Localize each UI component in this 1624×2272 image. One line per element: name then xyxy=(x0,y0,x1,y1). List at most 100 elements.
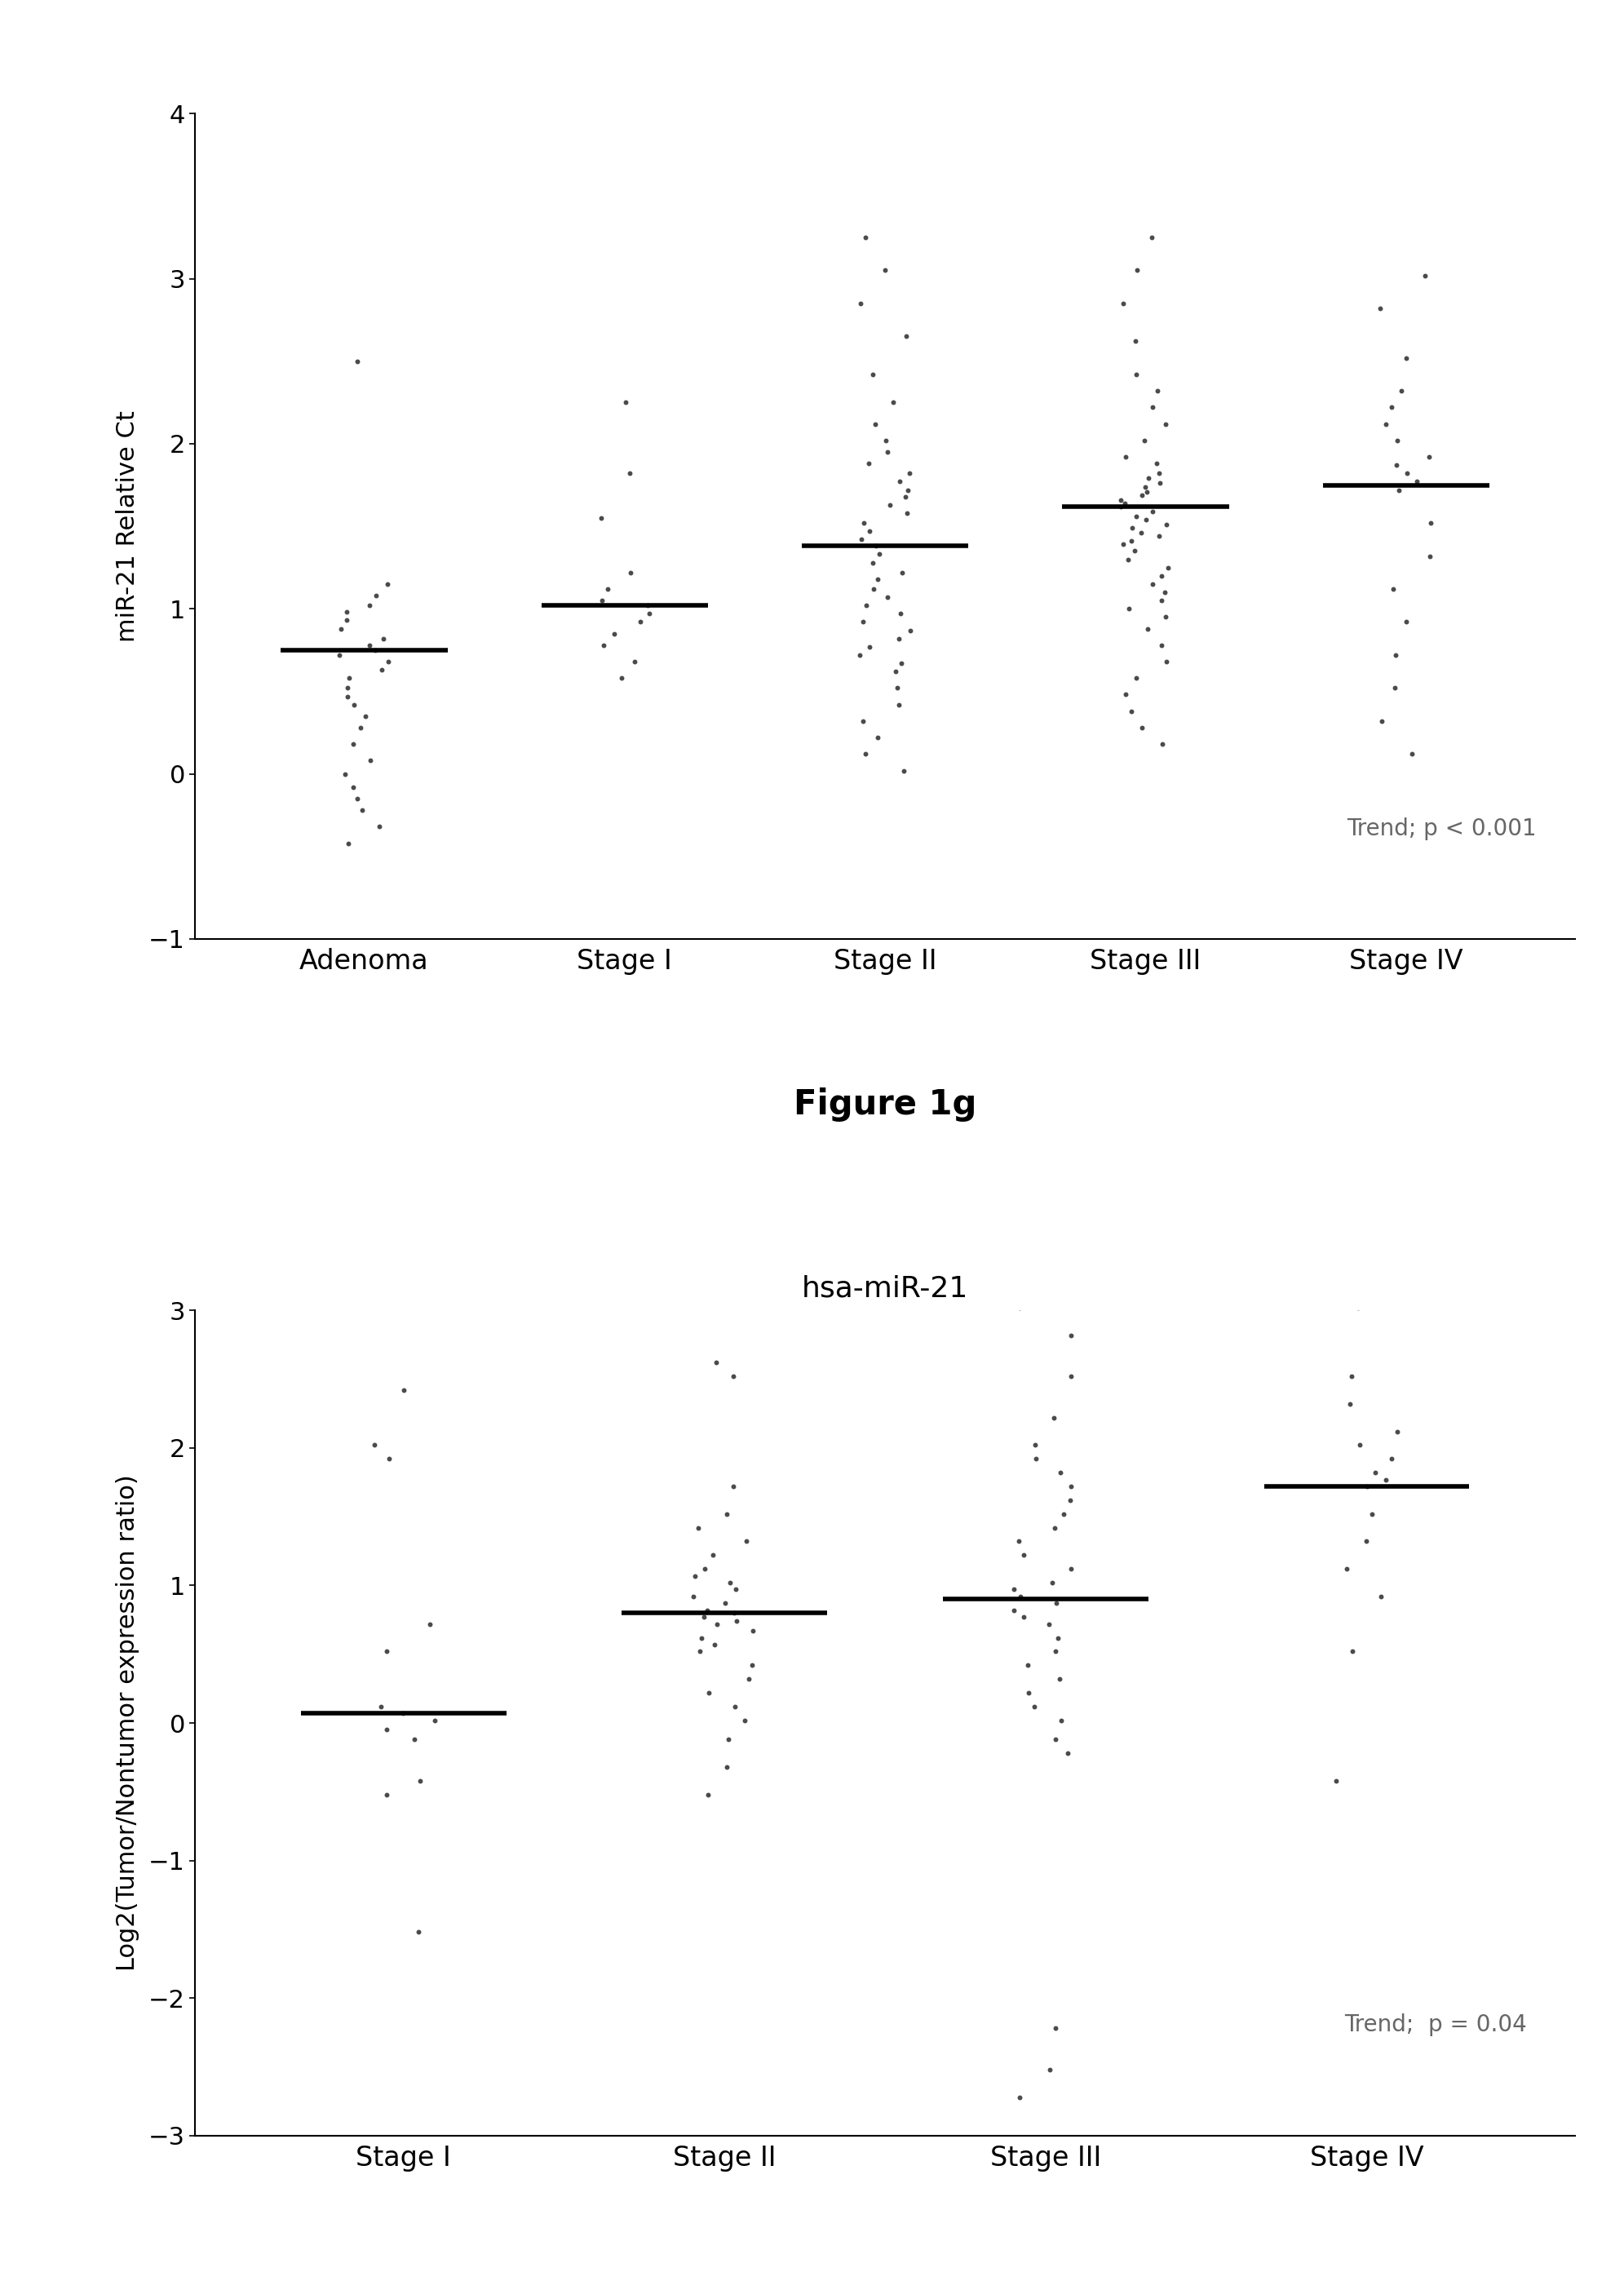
Point xyxy=(861,570,887,607)
Point xyxy=(1132,468,1158,504)
Point xyxy=(333,757,359,793)
Point xyxy=(1393,454,1419,491)
Point xyxy=(739,1613,765,1649)
Point xyxy=(374,1634,400,1670)
Point xyxy=(1135,611,1161,648)
Y-axis label: Log2(Tumor/Nontumor expression ratio): Log2(Tumor/Nontumor expression ratio) xyxy=(115,1475,140,1972)
Point xyxy=(1036,1606,1062,1643)
Point xyxy=(1416,438,1442,475)
Point xyxy=(1109,286,1135,323)
Point xyxy=(375,566,401,602)
Point xyxy=(1044,1620,1070,1656)
Point xyxy=(1382,670,1408,707)
Point xyxy=(391,1372,417,1409)
Point xyxy=(1382,636,1408,673)
Point xyxy=(1021,1427,1047,1463)
Point xyxy=(1153,643,1179,679)
Point xyxy=(628,604,654,641)
Point xyxy=(1059,1468,1085,1504)
Point xyxy=(1116,591,1142,627)
Point xyxy=(588,500,614,536)
Point xyxy=(898,611,924,648)
Point xyxy=(422,1702,448,1738)
Point xyxy=(1389,373,1415,409)
Point xyxy=(1369,702,1395,738)
Point xyxy=(1340,1634,1366,1670)
Point xyxy=(1116,541,1142,577)
Point xyxy=(1043,2011,1069,2047)
Point xyxy=(1151,575,1177,611)
Point xyxy=(690,1599,716,1636)
Point xyxy=(1143,445,1169,482)
Point xyxy=(1147,454,1173,491)
Point xyxy=(377,1440,403,1477)
Point xyxy=(1108,482,1134,518)
Point xyxy=(1043,1634,1069,1670)
Point xyxy=(1049,1702,1075,1738)
Point xyxy=(893,318,919,354)
Point xyxy=(864,561,890,598)
Point xyxy=(362,632,388,668)
Point xyxy=(887,686,913,722)
Point xyxy=(401,1722,427,1759)
Point xyxy=(1379,1440,1405,1477)
Point xyxy=(1145,373,1171,409)
Point xyxy=(864,720,890,757)
Point xyxy=(682,1559,708,1595)
Point xyxy=(1039,1565,1065,1602)
Point xyxy=(874,579,900,616)
Point xyxy=(364,577,390,613)
Point xyxy=(724,1604,750,1640)
Point xyxy=(888,595,914,632)
Point xyxy=(1337,1386,1363,1422)
Point xyxy=(877,486,903,523)
Point xyxy=(1138,218,1164,254)
Point xyxy=(1324,1763,1350,1799)
Point xyxy=(866,536,892,573)
Point xyxy=(1153,507,1179,543)
Point xyxy=(719,1468,745,1504)
Text: Trend;  p = 0.04: Trend; p = 0.04 xyxy=(1345,2013,1527,2036)
Point xyxy=(849,702,875,738)
Point xyxy=(721,1688,747,1724)
Point xyxy=(1112,677,1138,713)
Point xyxy=(713,1586,739,1622)
Point xyxy=(853,736,879,772)
Point xyxy=(1108,488,1134,525)
Point xyxy=(1333,1552,1359,1588)
Point xyxy=(1119,523,1145,559)
Point xyxy=(1345,1290,1371,1327)
Point xyxy=(1122,534,1148,570)
Point xyxy=(1010,1538,1036,1574)
Point xyxy=(1148,557,1174,593)
Point xyxy=(1353,1522,1379,1559)
Point xyxy=(1007,1579,1033,1615)
Point xyxy=(1155,550,1181,586)
Point xyxy=(1385,473,1411,509)
Point xyxy=(1038,2052,1064,2088)
Point xyxy=(1140,389,1166,425)
Point xyxy=(846,636,872,673)
Point xyxy=(718,1565,744,1602)
Point xyxy=(887,463,913,500)
Point xyxy=(390,1695,416,1731)
Point xyxy=(1124,659,1150,695)
Point xyxy=(1372,1461,1398,1497)
Point xyxy=(335,677,361,713)
Text: Trend; p < 0.001: Trend; p < 0.001 xyxy=(1346,818,1536,841)
Point xyxy=(1140,493,1166,529)
Point xyxy=(1359,1495,1385,1531)
Point xyxy=(693,1593,719,1629)
Point xyxy=(1023,1440,1049,1477)
Point xyxy=(1000,1593,1026,1629)
Point xyxy=(723,1572,749,1609)
Point xyxy=(1122,498,1148,534)
Point xyxy=(1041,1400,1067,1436)
Point xyxy=(375,643,401,679)
Point xyxy=(859,357,885,393)
Point xyxy=(1047,1454,1073,1490)
Point xyxy=(344,782,370,818)
Point xyxy=(1393,604,1419,641)
Point xyxy=(848,286,874,323)
Point xyxy=(344,343,370,379)
